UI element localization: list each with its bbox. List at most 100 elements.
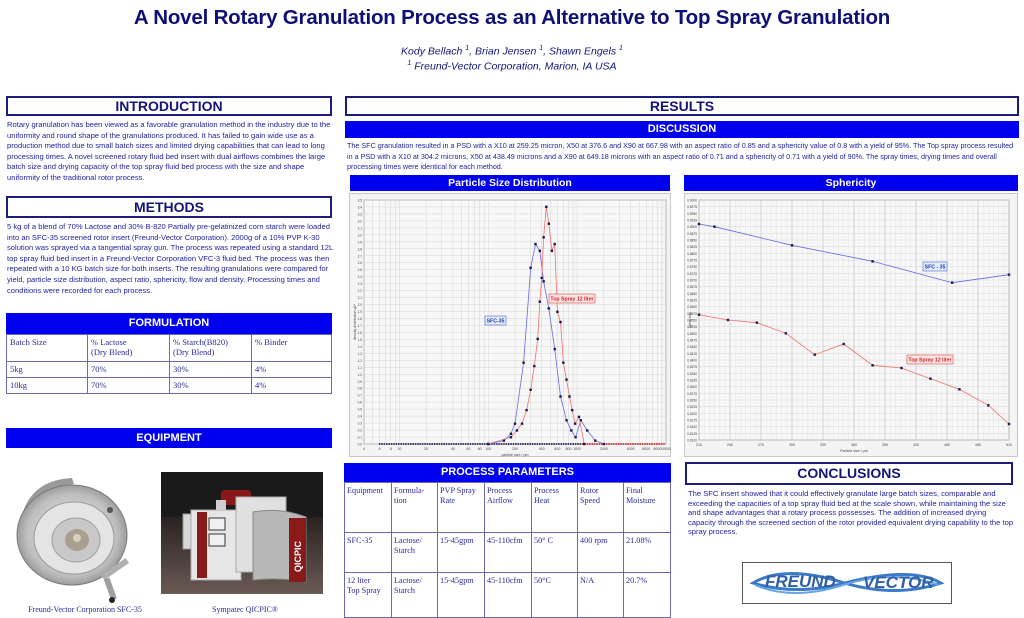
svg-text:1.8: 1.8 <box>358 317 363 321</box>
svg-text:80: 80 <box>478 447 482 451</box>
sphericity-chart-heading: Sphericity <box>684 175 1018 191</box>
svg-text:1.9: 1.9 <box>358 310 363 314</box>
sfc35-caption: Freund-Vector Corporation SFC-35 <box>28 605 142 614</box>
table-row: SFC-35 Lactose/ Starch 15-45gpm 45-110cf… <box>344 532 671 573</box>
svg-text:0.8700: 0.8700 <box>687 279 697 283</box>
table-header-cell: % Binder <box>251 334 332 362</box>
svg-text:Top Spray 12 liter: Top Spray 12 liter <box>550 297 593 303</box>
svg-text:450: 450 <box>944 443 950 447</box>
table-cell: 50° C <box>531 532 578 573</box>
table-row: 10kg 70% 30% 4% <box>6 377 332 394</box>
table-cell: 21.08% <box>623 532 671 573</box>
table-cell: 12 liter Top Spray <box>344 572 392 618</box>
svg-text:0.8300: 0.8300 <box>687 385 697 389</box>
svg-text:0.8125: 0.8125 <box>687 432 697 436</box>
table-cell: 30% <box>169 361 252 378</box>
table-cell: 10kg <box>6 377 88 394</box>
svg-text:0.8450: 0.8450 <box>687 345 697 349</box>
psd-chart: 0.0 0.1 0.2 0.3 0.4 0.5 0.6 0.7 0.8 0.9 1.0 1.1 1.2 1… <box>349 193 671 457</box>
methods-heading: METHODS <box>6 196 332 218</box>
svg-text:particle size / µm: particle size / µm <box>501 453 528 457</box>
svg-text:0.8275: 0.8275 <box>687 392 697 396</box>
conclusions-heading: CONCLUSIONS <box>685 462 1013 485</box>
formulation-table: Batch Size % Lactose (Dry Blend) % Starc… <box>6 334 332 394</box>
svg-text:390: 390 <box>882 443 888 447</box>
svg-text:0.9000: 0.9000 <box>687 199 697 203</box>
svg-text:0.8400: 0.8400 <box>687 359 697 363</box>
conclusions-text: The SFC insert showed that it could effe… <box>688 489 1014 537</box>
svg-text:3.3: 3.3 <box>358 212 363 216</box>
freund-vector-logo: FREUND VECTOR <box>742 562 952 604</box>
table-cell: 70% <box>87 361 170 378</box>
table-cell: Lactose/ Starch <box>391 532 438 573</box>
svg-text:300: 300 <box>789 443 795 447</box>
affiliation-mark: 1 <box>407 59 412 67</box>
svg-text:1.7: 1.7 <box>358 324 363 328</box>
svg-text:3.2: 3.2 <box>358 219 363 223</box>
svg-text:0.8600: 0.8600 <box>687 305 697 309</box>
table-cell: 400 rpm <box>577 532 624 573</box>
author-list: Kody Bellach 1, Brian Jensen 1, Shawn En… <box>401 45 623 58</box>
svg-text:1000: 1000 <box>573 447 581 451</box>
svg-text:0.8175: 0.8175 <box>687 419 697 423</box>
svg-text:0.8: 0.8 <box>358 387 363 391</box>
discussion-heading: DISCUSSION <box>345 121 1019 138</box>
table-row: 12 liter Top Spray Lactose/ Starch 15-45… <box>344 572 671 618</box>
svg-text:6: 6 <box>379 447 381 451</box>
svg-text:4: 4 <box>363 447 365 451</box>
table-header-row: Equipment Formula- tion PVP Spray Rate P… <box>344 482 671 533</box>
affiliation-mark: 1 <box>539 45 544 52</box>
table-cell: Lactose/ Starch <box>391 572 438 618</box>
svg-text:2.9: 2.9 <box>358 240 363 244</box>
table-cell: 15-45gpm <box>437 572 485 618</box>
qicpic-caption: Sympatec QICPIC® <box>212 605 278 614</box>
svg-text:0.8100: 0.8100 <box>687 439 697 443</box>
svg-text:0.8375: 0.8375 <box>687 365 697 369</box>
svg-text:Top Spray 12 liter: Top Spray 12 liter <box>908 358 951 364</box>
sphericity-plot: 0.8100 0.8125 0.8150 0.8175 0.8200 0.8225 0.82… <box>687 199 1012 454</box>
svg-text:0.8650: 0.8650 <box>687 292 697 296</box>
author-name: Shawn Engels <box>548 45 617 58</box>
svg-text:0.8550: 0.8550 <box>687 319 697 323</box>
svg-text:1.2: 1.2 <box>358 359 363 363</box>
table-cell: 5kg <box>6 361 88 378</box>
author-name: Kody Bellach <box>401 45 463 58</box>
svg-text:0.8675: 0.8675 <box>687 285 697 289</box>
svg-text:0.7: 0.7 <box>358 394 363 398</box>
svg-text:600: 600 <box>554 447 560 451</box>
svg-text:20: 20 <box>424 447 428 451</box>
psd-chart-heading: Particle Size Distribution <box>350 175 670 191</box>
table-header-row: Batch Size % Lactose (Dry Blend) % Starc… <box>6 334 332 362</box>
svg-text:0.8200: 0.8200 <box>687 412 697 416</box>
sphericity-chart: 0.8100 0.8125 0.8150 0.8175 0.8200 0.8225 0.82… <box>684 193 1018 457</box>
affiliation-text: Freund-Vector Corporation, Marion, IA US… <box>414 60 617 72</box>
table-cell: 4% <box>251 377 332 394</box>
table-cell: 15-45gpm <box>437 532 485 573</box>
svg-text:2.8: 2.8 <box>358 247 363 251</box>
svg-text:1.1: 1.1 <box>358 366 363 370</box>
methods-text: 5 kg of a blend of 70% Lactose and 30% B… <box>7 222 333 295</box>
table-cell: 20.7% <box>623 572 671 618</box>
svg-text:330: 330 <box>820 443 826 447</box>
table-cell: SFC-35 <box>344 532 392 573</box>
svg-text:1.5: 1.5 <box>358 338 363 342</box>
table-cell: N/A <box>577 572 624 618</box>
svg-text:0.8925: 0.8925 <box>687 219 697 223</box>
svg-text:0.8150: 0.8150 <box>687 425 697 429</box>
svg-text:420: 420 <box>913 443 919 447</box>
table-header-cell: Equipment <box>344 482 392 533</box>
svg-text:2000: 2000 <box>600 447 608 451</box>
svg-text:0.8875: 0.8875 <box>687 232 697 236</box>
svg-text:Particle size / µm: Particle size / µm <box>840 449 867 453</box>
svg-text:2.5: 2.5 <box>358 268 363 272</box>
poster-title: A Novel Rotary Granulation Process as an… <box>133 6 891 29</box>
svg-text:3.1: 3.1 <box>358 226 363 230</box>
svg-text:0.8225: 0.8225 <box>687 405 697 409</box>
svg-text:0.8425: 0.8425 <box>687 352 697 356</box>
svg-text:2.2: 2.2 <box>358 289 363 293</box>
svg-text:SFC-35: SFC-35 <box>487 319 505 325</box>
svg-text:800: 800 <box>566 447 572 451</box>
sfc35-image <box>12 470 134 605</box>
svg-text:0.8475: 0.8475 <box>687 339 697 343</box>
equipment-heading: EQUIPMENT <box>6 428 332 448</box>
